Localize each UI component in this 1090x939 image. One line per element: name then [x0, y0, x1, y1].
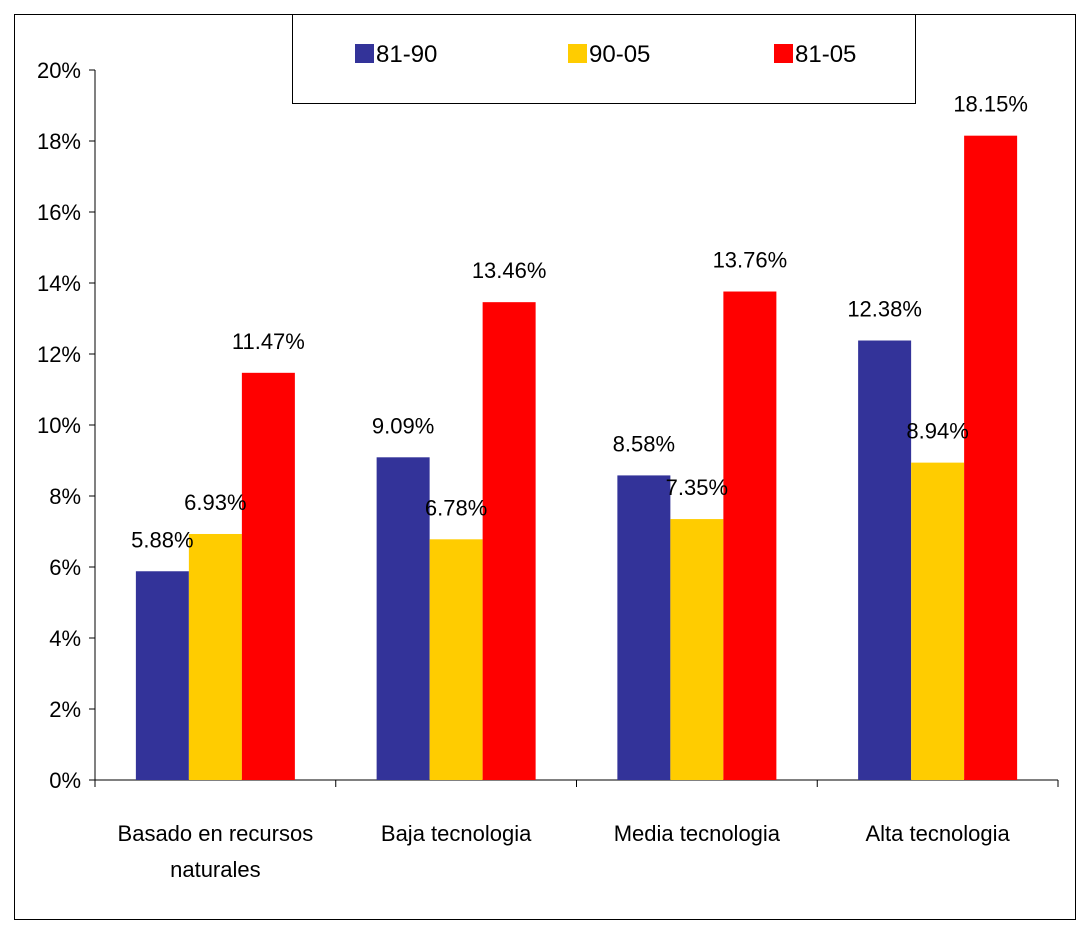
y-tick-label: 10%	[37, 413, 81, 438]
x-category-label: Alta tecnologia	[865, 821, 1010, 846]
y-tick-label: 0%	[49, 768, 81, 793]
y-tick-label: 16%	[37, 200, 81, 225]
bar-81-90	[858, 340, 912, 780]
data-label: 5.88%	[131, 527, 193, 552]
bar-90-05	[188, 533, 242, 780]
data-label: 8.94%	[906, 419, 968, 444]
legend-swatch	[774, 44, 793, 63]
y-tick-label: 14%	[37, 271, 81, 296]
data-label: 6.93%	[184, 490, 246, 515]
bar-90-05	[670, 519, 724, 780]
data-label: 9.09%	[372, 413, 434, 438]
legend-label: 90-05	[589, 41, 650, 68]
data-label: 13.46%	[472, 258, 547, 283]
bar-81-05	[241, 372, 295, 780]
legend-swatch	[568, 44, 587, 63]
y-tick-label: 8%	[49, 484, 81, 509]
bars	[135, 135, 1018, 781]
data-labels: 5.88% 9.09% 8.58% 12.38% 6.93% 6.78% 7.35% 8.94…	[131, 92, 1028, 553]
x-category-label: Baja tecnologia	[381, 821, 532, 846]
x-category-label: Media tecnologia	[614, 821, 781, 846]
bar-81-05	[964, 135, 1018, 781]
y-tick-label: 2%	[49, 697, 81, 722]
y-tick-label: 12%	[37, 342, 81, 367]
bar-81-05	[482, 302, 536, 780]
x-category-label: naturales	[170, 857, 261, 882]
legend: 81-90 90-05 81-05	[292, 14, 916, 104]
data-label: 12.38%	[847, 297, 922, 322]
legend-swatch	[355, 44, 374, 63]
x-category-label: Basado en recursos	[118, 821, 314, 846]
bar-81-90	[135, 571, 189, 780]
bar-81-05	[723, 291, 777, 780]
legend-box	[292, 14, 916, 104]
data-label: 6.78%	[425, 495, 487, 520]
data-label: 11.47%	[232, 329, 305, 354]
data-label: 7.35%	[666, 475, 728, 500]
y-tick-label: 18%	[37, 129, 81, 154]
bar-90-05	[429, 539, 483, 780]
legend-label: 81-90	[376, 41, 437, 68]
y-tick-label: 4%	[49, 626, 81, 651]
y-tick-label: 20%	[37, 58, 81, 83]
legend-label: 81-05	[795, 41, 856, 68]
axes: 0% 2% 4% 6% 8% 10% 12% 14% 16% 18% 20% Basado en re…	[37, 58, 1059, 882]
data-label: 8.58%	[613, 431, 675, 456]
y-tick-label: 6%	[49, 555, 81, 580]
bar-90-05	[911, 462, 965, 780]
data-label: 13.76%	[713, 248, 788, 273]
data-label: 18.15%	[953, 92, 1028, 117]
bar-81-90	[376, 457, 430, 780]
bar-81-90	[617, 475, 671, 780]
